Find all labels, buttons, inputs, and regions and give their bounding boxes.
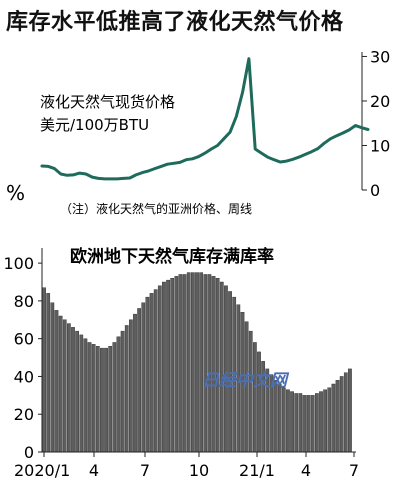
storage-bar [137,308,142,453]
storage-bar [95,346,100,453]
storage-bar [157,285,162,453]
watermark-logo: 日经中文网 [202,371,290,391]
storage-bar [162,281,166,453]
storage-bar [170,278,175,453]
storage-y-tick-label: 100 [3,254,34,273]
storage-bar [323,389,328,453]
storage-bar [153,289,158,453]
storage-bar [331,383,336,453]
lng-y-tick-label: 0 [370,181,380,200]
storage-bar [315,393,319,453]
storage-x-tick-label: 7 [349,461,359,480]
storage-bar [50,302,55,453]
storage-bar [54,310,59,453]
storage-bar [91,344,96,453]
storage-bar [108,346,113,453]
storage-bar [83,338,88,453]
lng-y-tick-label: 10 [370,136,390,155]
storage-bar [133,313,137,453]
lng-chart-note: （注）液化天然气的亚洲价格、周线 [60,201,252,216]
storage-bar [294,393,299,453]
storage-bar [145,296,150,453]
storage-x-tick-label: 21/1 [239,461,275,480]
storage-x-tick-label: 10 [189,461,209,480]
storage-bar [66,323,71,453]
lng-percent-mark: % [6,181,25,205]
storage-bar [286,389,290,453]
storage-bar [149,293,154,453]
storage-bar [306,395,311,453]
storage-bar [327,387,332,453]
storage-bar [104,347,108,453]
storage-bar [87,342,92,453]
storage-bar [58,315,63,453]
storage-bar [319,391,323,453]
storage-bar [100,347,104,453]
storage-bar [343,372,348,453]
svg-text:日经中文网: 日经中文网 [202,371,290,391]
storage-bar [166,279,170,453]
storage-bar [298,393,303,453]
storage-bar [348,368,352,453]
storage-bar [302,395,307,453]
storage-bar [128,319,133,453]
storage-bar [335,380,340,453]
storage-x-tick-label: 4 [89,461,99,480]
storage-x-tick-label: 4 [301,461,311,480]
storage-bar [79,334,84,453]
storage-bar [42,287,46,453]
storage-bar [174,276,179,453]
storage-bar [75,330,80,453]
storage-y-tick-label: 80 [14,292,34,311]
storage-bar [116,336,121,453]
main-title: 库存水平低推高了液化天然气价格 [6,10,344,35]
storage-bar [124,325,129,453]
lng-chart-unit: 美元/100万BTU [40,116,149,134]
lng-price-chart: 液化天然气现货价格 美元/100万BTU % （注）液化天然气的亚洲价格、周线 … [6,47,390,216]
storage-x-tick-label: 2020/1 [14,461,70,480]
lng-chart-title: 液化天然气现货价格 [40,93,175,111]
storage-y-tick-label: 0 [24,443,34,462]
storage-y-tick-label: 40 [14,367,34,386]
storage-bar [120,330,125,453]
lng-price-series-line [40,57,370,181]
storage-bar [46,293,51,453]
lng-y-tick-label: 30 [370,47,390,66]
storage-bar [290,391,294,453]
storage-y-tick-label: 20 [14,405,34,424]
storage-bar [71,327,75,453]
europe-storage-chart: 欧洲地下天然气库存满库率 0 20 40 60 80 100 2020/1 4 7 10 21/1… [3,246,359,480]
storage-x-tick-label: 7 [140,461,150,480]
storage-bar [112,342,117,453]
lng-y-tick-label: 20 [370,92,390,111]
storage-y-tick-label: 60 [14,330,34,349]
storage-bar [339,376,344,453]
storage-bar [141,302,146,453]
storage-bar [310,395,315,453]
storage-bar [62,319,67,453]
storage-chart-title: 欧洲地下天然气库存满库率 [70,246,274,267]
